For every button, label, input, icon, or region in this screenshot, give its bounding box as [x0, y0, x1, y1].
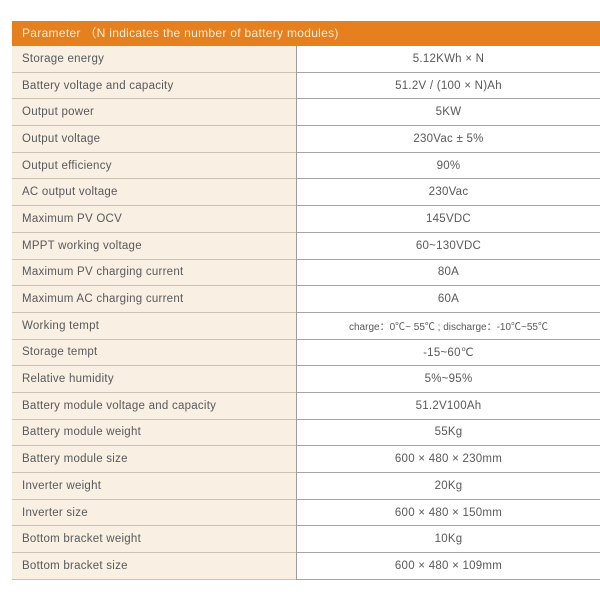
param-value-cell: 600 × 480 × 230mm: [296, 446, 600, 473]
table-row: Bottom bracket size 600 × 480 × 109mm: [12, 553, 600, 580]
param-value-cell: 230Vac ± 5%: [296, 126, 600, 153]
param-value-cell: 20Kg: [296, 473, 600, 500]
table-row: Battery module weight 55Kg: [12, 419, 600, 447]
param-value-cell: 5%~95%: [296, 366, 600, 393]
table-body: Storage energy 5.12KWh × N Battery volta…: [12, 46, 600, 580]
param-label-cell: Maximum AC charging current: [12, 286, 296, 313]
param-label-cell: Battery module voltage and capacity: [12, 392, 296, 420]
param-label-cell: Storage tempt: [12, 339, 296, 367]
param-label-cell: Battery module size: [12, 446, 296, 473]
param-label-cell: MPPT working voltage: [12, 232, 296, 260]
table-row: Maximum PV OCV 145VDC: [12, 206, 600, 233]
param-value-cell: 10Kg: [296, 526, 600, 554]
table-row: Relative humidity 5%~95%: [12, 366, 600, 393]
param-value-cell: 230Vac: [296, 179, 600, 207]
table-row: Maximum AC charging current 60A: [12, 286, 600, 313]
param-label-cell: Output power: [12, 99, 296, 127]
param-value-cell: 55Kg: [296, 419, 600, 447]
table-row: Output voltage 230Vac ± 5%: [12, 126, 600, 153]
param-label-cell: Working tempt: [12, 312, 296, 340]
param-label-cell: Battery voltage and capacity: [12, 72, 296, 100]
param-value-cell: 51.2V100Ah: [296, 392, 600, 420]
table-row: Battery module size 600 × 480 × 230mm: [12, 446, 600, 473]
param-label-cell: Inverter size: [12, 499, 296, 527]
param-label-cell: Inverter weight: [12, 473, 296, 500]
param-label-cell: Battery module weight: [12, 419, 296, 447]
param-value-cell: 5KW: [296, 99, 600, 127]
param-label-cell: Maximum PV charging current: [12, 259, 296, 287]
table-row: Maximum PV charging current 80A: [12, 259, 600, 287]
param-label-cell: Bottom bracket weight: [12, 526, 296, 554]
param-label-cell: Bottom bracket size: [12, 553, 296, 580]
table-row: Inverter size 600 × 480 × 150mm: [12, 499, 600, 527]
table-row: Storage tempt -15~60℃: [12, 339, 600, 367]
param-label-cell: Maximum PV OCV: [12, 206, 296, 233]
table-header: Parameter （N indicates the number of bat…: [12, 21, 600, 46]
table-row: Output efficiency 90%: [12, 152, 600, 180]
param-value-cell: 51.2V / (100 × N)Ah: [296, 72, 600, 100]
table-row: AC output voltage 230Vac: [12, 179, 600, 207]
param-label-cell: AC output voltage: [12, 179, 296, 207]
param-value-cell: charge：0℃~ 55℃ ; discharge：-10℃~55℃: [296, 312, 600, 340]
table-row: Battery module voltage and capacity 51.2…: [12, 392, 600, 420]
param-label-cell: Output voltage: [12, 126, 296, 153]
param-value-cell: 600 × 480 × 150mm: [296, 499, 600, 527]
table-row: Bottom bracket weight 10Kg: [12, 526, 600, 554]
param-value-cell: 60~130VDC: [296, 232, 600, 260]
param-value-cell: 600 × 480 × 109mm: [296, 553, 600, 580]
parameter-spec-table: Parameter （N indicates the number of bat…: [12, 21, 600, 580]
param-value-cell: 145VDC: [296, 206, 600, 233]
param-label-cell: Storage energy: [12, 46, 296, 73]
table-row: Storage energy 5.12KWh × N: [12, 46, 600, 73]
param-value-cell: -15~60℃: [296, 339, 600, 367]
table-row: MPPT working voltage 60~130VDC: [12, 232, 600, 260]
param-value-cell: 60A: [296, 286, 600, 313]
table-row: Battery voltage and capacity 51.2V / (10…: [12, 72, 600, 100]
table-row: Working tempt charge：0℃~ 55℃ ; discharge…: [12, 312, 600, 340]
param-label-cell: Output efficiency: [12, 152, 296, 180]
table-row: Output power 5KW: [12, 99, 600, 127]
table-row: Inverter weight 20Kg: [12, 473, 600, 500]
param-value-cell: 5.12KWh × N: [296, 46, 600, 73]
param-value-cell: 90%: [296, 152, 600, 180]
param-value-cell: 80A: [296, 259, 600, 287]
param-label-cell: Relative humidity: [12, 366, 296, 393]
